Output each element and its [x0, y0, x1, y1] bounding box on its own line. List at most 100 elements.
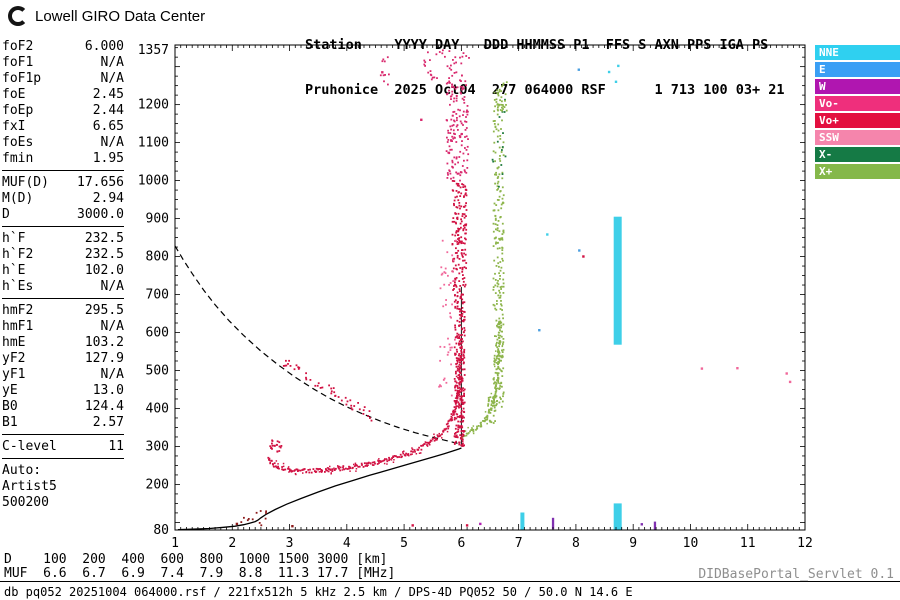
- parameter-value: 2.44: [92, 103, 124, 118]
- parameter-row-clevel: C-level 11: [2, 439, 124, 455]
- parameter-value: N/A: [100, 279, 124, 294]
- parameter-row-500200: 500200: [2, 495, 124, 511]
- interference-band: [653, 521, 657, 530]
- parameter-group: hmF2 295.5 hmF1 N/A hmE 103.2 yF2 127.9 yF1 N/A yE…: [2, 303, 124, 431]
- parameter-group: Auto: Artist5 500200: [2, 463, 124, 511]
- parameter-value: 232.5: [84, 247, 124, 262]
- parameter-label: hmF1: [2, 319, 34, 334]
- app-title: Lowell GIRO Data Center: [35, 7, 206, 25]
- parameter-value: 13.0: [92, 383, 124, 398]
- parameter-label: B1: [2, 415, 18, 430]
- y-tick-label: 400: [146, 401, 169, 416]
- y-edge-label-bottom: 80: [153, 523, 169, 538]
- parameter-group-divider: [2, 170, 124, 171]
- parameter-label: hmF2: [2, 303, 34, 318]
- y-edge-label-top: 1357: [138, 43, 169, 58]
- parameter-value: 6.000: [84, 39, 124, 54]
- parameter-row-hmf1: hmF1 N/A: [2, 319, 124, 335]
- footer-divider: [0, 581, 900, 582]
- y-tick-label: 500: [146, 363, 169, 378]
- parameter-label: B0: [2, 399, 18, 414]
- parameter-label: hmE: [2, 335, 26, 350]
- parameter-row-yf1: yF1 N/A: [2, 367, 124, 383]
- parameter-value: 103.2: [84, 335, 124, 350]
- x-tick-label: 12: [797, 536, 813, 551]
- parameter-row-fof2: foF2 6.000: [2, 39, 124, 55]
- parameter-label: Artist5: [2, 479, 57, 494]
- parameter-value: 102.0: [84, 263, 124, 278]
- parameter-value: 127.9: [84, 351, 124, 366]
- parameter-row-he: h`E 102.0: [2, 263, 124, 279]
- parameter-value: N/A: [100, 367, 124, 382]
- station-header-values: Pruhonice 2025 Oct04 277 064000 RSF 1 71…: [305, 82, 785, 98]
- parameter-value: 6.65: [92, 119, 124, 134]
- parameter-group: MUF(D) 17.656 M(D) 2.94 D 3000.0: [2, 175, 124, 223]
- parameter-value: N/A: [100, 319, 124, 334]
- x-tick-label: 7: [515, 536, 523, 551]
- parameter-row-foe: foE 2.45: [2, 87, 124, 103]
- parameter-value: 17.656: [77, 175, 124, 190]
- electron-density-profile: [177, 447, 462, 531]
- parameter-group-divider: [2, 226, 124, 227]
- parameter-value: 2.57: [92, 415, 124, 430]
- parameter-row-hf2: h`F2 232.5: [2, 247, 124, 263]
- parameter-label: h`F2: [2, 247, 34, 262]
- x-tick-label: 11: [740, 536, 756, 551]
- parameter-group-divider: [2, 434, 124, 435]
- parameter-value: 2.94: [92, 191, 124, 206]
- branding: Lowell GIRO Data Center: [8, 6, 205, 26]
- y-tick-label: 1000: [138, 174, 169, 189]
- parameter-row-fof1p: foF1p N/A: [2, 71, 124, 87]
- parameter-row-fmin: fmin 1.95: [2, 151, 124, 167]
- parameter-row-hes: h`Es N/A: [2, 279, 124, 295]
- ionogram-plot: 1 2 3 4 5 6 7 8 9 10 11 122003004005006007008009001…: [138, 43, 813, 551]
- parameter-row-fxi: fxI 6.65: [2, 119, 124, 135]
- parameter-row-fof1: foF1 N/A: [2, 55, 124, 71]
- parameter-value: 3000.0: [77, 207, 124, 222]
- y-tick-label: 700: [146, 288, 169, 303]
- x-tick-label: 4: [343, 536, 351, 551]
- legend-item-x: X+: [815, 164, 900, 179]
- parameter-label: yF2: [2, 351, 26, 366]
- parameter-group: C-level 11: [2, 439, 124, 455]
- parameter-label: foF1p: [2, 71, 42, 86]
- parameter-label: foE: [2, 87, 26, 102]
- direction-legend: NNE E W Vo- Vo+ SSW X- X+: [815, 45, 900, 181]
- legend-item-ssw: SSW: [815, 130, 900, 145]
- y-tick-label: 1200: [138, 98, 169, 113]
- parameter-label: D: [2, 207, 10, 222]
- legend-item-vo: Vo-: [815, 96, 900, 111]
- parameter-row-artist5: Artist5: [2, 479, 124, 495]
- parameter-row-md: M(D) 2.94: [2, 191, 124, 207]
- parameter-label: M(D): [2, 191, 34, 206]
- parameter-row-hf: h`F 232.5: [2, 231, 124, 247]
- giro-logo-icon: [8, 6, 28, 26]
- parameter-value: 295.5: [84, 303, 124, 318]
- parameter-label: 500200: [2, 495, 49, 510]
- parameter-label: fxI: [2, 119, 26, 134]
- parameter-value: N/A: [100, 55, 124, 70]
- interference-band: [613, 503, 622, 530]
- parameter-label: Auto:: [2, 463, 42, 478]
- parameter-row-b0: B0 124.4: [2, 399, 124, 415]
- parameter-row-foep: foEp 2.44: [2, 103, 124, 119]
- parameter-value: 2.45: [92, 87, 124, 102]
- parameter-row-mufd: MUF(D) 17.656: [2, 175, 124, 191]
- legend-item-vo: Vo+: [815, 113, 900, 128]
- x-tick-label: 8: [572, 536, 580, 551]
- parameter-row-foes: foEs N/A: [2, 135, 124, 151]
- x-tick-label: 9: [629, 536, 637, 551]
- x-tick-label: 5: [400, 536, 408, 551]
- servlet-version-label: DIDBasePortal_Servlet 0.1: [698, 567, 894, 582]
- x-tick-label: 1: [171, 536, 179, 551]
- interference-band: [520, 512, 525, 530]
- parameter-label: foF1: [2, 55, 34, 70]
- parameter-label: foEs: [2, 135, 34, 150]
- footer-file-info: db pq052 20251004 064000.rsf / 221fx512h…: [4, 585, 633, 599]
- parameter-label: MUF(D): [2, 175, 49, 190]
- y-tick-label: 1100: [138, 136, 169, 151]
- y-tick-label: 200: [146, 477, 169, 492]
- parameter-value: 11: [108, 439, 124, 454]
- parameter-value: 232.5: [84, 231, 124, 246]
